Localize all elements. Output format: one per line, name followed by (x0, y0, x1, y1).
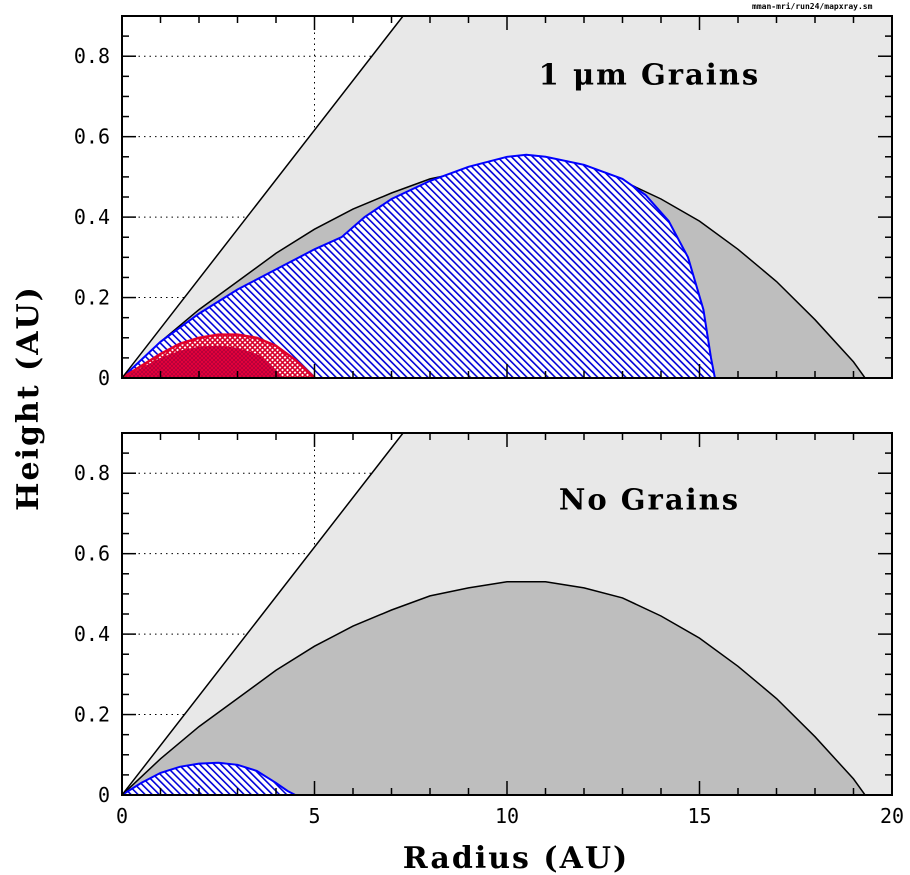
file-label: mman-mri/run24/mapxray.sm (752, 1, 873, 11)
blue-region (122, 761, 296, 795)
y-tick-label: 0.6 (74, 125, 110, 149)
y-tick-label: 0.8 (74, 44, 110, 68)
panel-2-frame: 0 0.2 0.4 0.6 0.8 0 5 10 15 20 No Grains (74, 432, 904, 828)
y-tick-label: 0 (98, 366, 110, 390)
x-axis-label: Radius (AU) (403, 841, 629, 875)
panel-title: No Grains (559, 482, 740, 516)
x-tick-label: 10 (495, 804, 519, 828)
y-tick-label: 0.4 (74, 205, 110, 229)
x-tick-label: 15 (687, 804, 711, 828)
blue-region (122, 153, 716, 378)
y-tick-label: 0.6 (74, 542, 110, 566)
y-tick-label: 0.4 (74, 622, 110, 646)
x-tick-label: 5 (308, 804, 320, 828)
panel-title: 1 μm Grains (539, 57, 761, 91)
panel-no-grains (122, 433, 892, 795)
surface-line (122, 16, 404, 378)
x-tick-label: 0 (116, 804, 128, 828)
x-tick-label: 20 (880, 804, 904, 828)
y-tick-label: 0.2 (74, 703, 110, 727)
y-tick-label: 0.8 (74, 461, 110, 485)
y-tick-label: 0.2 (74, 286, 110, 310)
dark-red-region (122, 345, 284, 378)
panel-1-frame: 0 0.2 0.4 0.6 0.8 1 μm Grains (74, 15, 893, 390)
y-axis-label: Height (AU) (11, 285, 46, 511)
surface-line (122, 433, 404, 795)
y-tick-label: 0 (98, 783, 110, 807)
inner-region (122, 581, 867, 795)
panel-1-micron-grains (122, 16, 892, 378)
